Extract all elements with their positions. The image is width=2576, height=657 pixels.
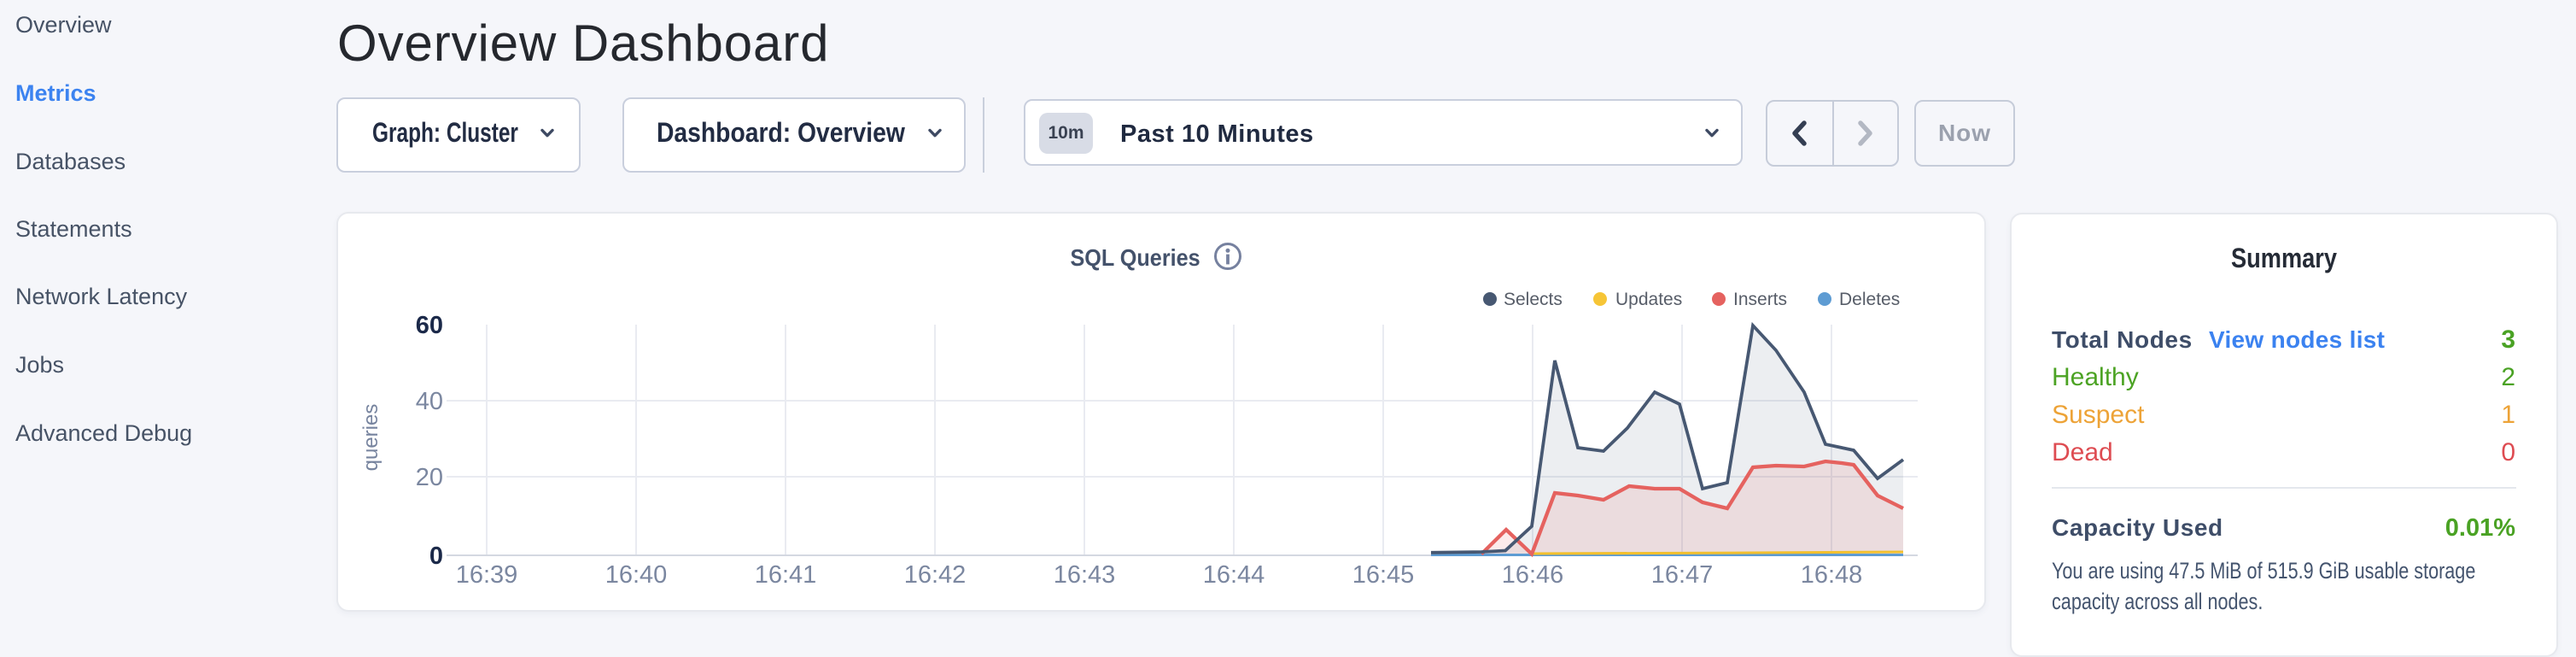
svg-text:16:45: 16:45 — [1352, 561, 1415, 589]
svg-text:Updates: Updates — [1615, 290, 1682, 309]
svg-text:16:41: 16:41 — [755, 561, 817, 589]
svg-text:queries: queries — [359, 404, 383, 472]
svg-text:16:48: 16:48 — [1801, 561, 1863, 589]
svg-text:40: 40 — [416, 388, 443, 415]
svg-text:Inserts: Inserts — [1733, 290, 1787, 309]
svg-text:16:40: 16:40 — [605, 561, 668, 589]
svg-text:16:46: 16:46 — [1502, 561, 1564, 589]
svg-text:0: 0 — [429, 543, 443, 570]
svg-text:16:39: 16:39 — [456, 561, 518, 589]
svg-text:16:47: 16:47 — [1651, 561, 1714, 589]
svg-text:16:43: 16:43 — [1054, 561, 1116, 589]
svg-text:16:42: 16:42 — [904, 561, 967, 589]
svg-text:Deletes: Deletes — [1839, 290, 1900, 309]
svg-text:20: 20 — [416, 464, 443, 491]
svg-text:Selects: Selects — [1504, 290, 1563, 309]
svg-text:16:44: 16:44 — [1203, 561, 1265, 589]
svg-text:60: 60 — [416, 312, 443, 339]
